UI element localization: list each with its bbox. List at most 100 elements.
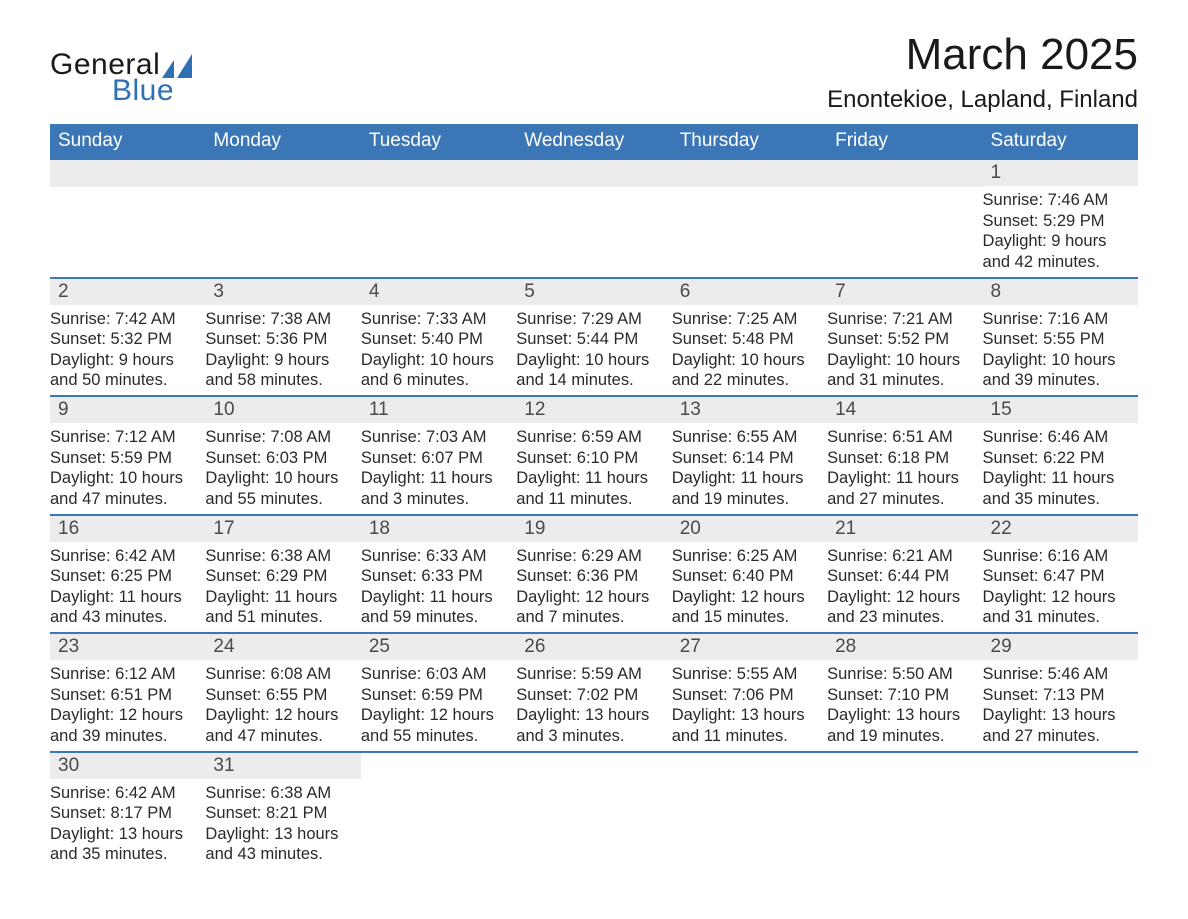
- title-block: March 2025 Enontekioe, Lapland, Finland: [827, 30, 1138, 114]
- day-sunset: Sunset: 6:40 PM: [672, 566, 827, 587]
- day-body: Sunrise: 6:38 AMSunset: 8:21 PMDaylight:…: [205, 779, 360, 870]
- day-d2: and 11 minutes.: [516, 489, 671, 510]
- day-cell: [827, 160, 982, 277]
- day-sunrise: Sunrise: 7:46 AM: [983, 190, 1138, 211]
- day-d2: and 55 minutes.: [361, 726, 516, 747]
- day-number: 21: [827, 516, 982, 542]
- day-sunset: Sunset: 7:13 PM: [983, 685, 1138, 706]
- day-cell: 10Sunrise: 7:08 AMSunset: 6:03 PMDayligh…: [205, 397, 360, 514]
- week-row: 23Sunrise: 6:12 AMSunset: 6:51 PMDayligh…: [50, 632, 1138, 751]
- day-sunrise: Sunrise: 7:08 AM: [205, 427, 360, 448]
- day-cell: 5Sunrise: 7:29 AMSunset: 5:44 PMDaylight…: [516, 279, 671, 396]
- day-number: 17: [205, 516, 360, 542]
- day-sunset: Sunset: 5:55 PM: [983, 329, 1138, 350]
- day-cell: [516, 753, 671, 870]
- day-cell: [361, 160, 516, 277]
- day-number: 11: [361, 397, 516, 423]
- day-sunset: Sunset: 7:10 PM: [827, 685, 982, 706]
- day-sunset: Sunset: 6:14 PM: [672, 448, 827, 469]
- week-row: 16Sunrise: 6:42 AMSunset: 6:25 PMDayligh…: [50, 514, 1138, 633]
- day-cell: 30Sunrise: 6:42 AMSunset: 8:17 PMDayligh…: [50, 753, 205, 870]
- day-empty-header: [672, 160, 827, 187]
- day-sunset: Sunset: 6:36 PM: [516, 566, 671, 587]
- day-sunset: Sunset: 7:06 PM: [672, 685, 827, 706]
- calendar: Sunday Monday Tuesday Wednesday Thursday…: [50, 124, 1138, 869]
- day-body: Sunrise: 6:21 AMSunset: 6:44 PMDaylight:…: [827, 542, 982, 633]
- day-sunset: Sunset: 6:10 PM: [516, 448, 671, 469]
- day-body: Sunrise: 6:16 AMSunset: 6:47 PMDaylight:…: [983, 542, 1138, 633]
- day-body: Sunrise: 7:12 AMSunset: 5:59 PMDaylight:…: [50, 423, 205, 514]
- day-number: 18: [361, 516, 516, 542]
- day-body: Sunrise: 6:38 AMSunset: 6:29 PMDaylight:…: [205, 542, 360, 633]
- day-cell: [516, 160, 671, 277]
- day-sunrise: Sunrise: 6:51 AM: [827, 427, 982, 448]
- day-sunrise: Sunrise: 6:42 AM: [50, 783, 205, 804]
- day-cell: 21Sunrise: 6:21 AMSunset: 6:44 PMDayligh…: [827, 516, 982, 633]
- day-number: 14: [827, 397, 982, 423]
- day-sunset: Sunset: 8:17 PM: [50, 803, 205, 824]
- day-number: 25: [361, 634, 516, 660]
- day-sunset: Sunset: 5:40 PM: [361, 329, 516, 350]
- day-body: Sunrise: 6:03 AMSunset: 6:59 PMDaylight:…: [361, 660, 516, 751]
- day-cell: 22Sunrise: 6:16 AMSunset: 6:47 PMDayligh…: [983, 516, 1138, 633]
- day-d2: and 39 minutes.: [50, 726, 205, 747]
- day-d1: Daylight: 11 hours: [983, 468, 1138, 489]
- day-number: 10: [205, 397, 360, 423]
- day-d1: Daylight: 13 hours: [50, 824, 205, 845]
- day-body: Sunrise: 7:42 AMSunset: 5:32 PMDaylight:…: [50, 305, 205, 396]
- day-sunset: Sunset: 5:52 PM: [827, 329, 982, 350]
- day-cell: 31Sunrise: 6:38 AMSunset: 8:21 PMDayligh…: [205, 753, 360, 870]
- day-cell: 29Sunrise: 5:46 AMSunset: 7:13 PMDayligh…: [983, 634, 1138, 751]
- day-d1: Daylight: 12 hours: [672, 587, 827, 608]
- day-d2: and 47 minutes.: [50, 489, 205, 510]
- day-number: 27: [672, 634, 827, 660]
- day-body: Sunrise: 6:33 AMSunset: 6:33 PMDaylight:…: [361, 542, 516, 633]
- day-cell: 8Sunrise: 7:16 AMSunset: 5:55 PMDaylight…: [983, 279, 1138, 396]
- day-body: Sunrise: 5:59 AMSunset: 7:02 PMDaylight:…: [516, 660, 671, 751]
- day-cell: [827, 753, 982, 870]
- day-body: Sunrise: 7:29 AMSunset: 5:44 PMDaylight:…: [516, 305, 671, 396]
- day-header-friday: Friday: [827, 124, 982, 158]
- day-number: 4: [361, 279, 516, 305]
- day-number: 24: [205, 634, 360, 660]
- header: General Blue March 2025 Enontekioe, Lapl…: [50, 30, 1138, 114]
- day-d2: and 42 minutes.: [983, 252, 1138, 273]
- day-sunset: Sunset: 5:44 PM: [516, 329, 671, 350]
- day-sunset: Sunset: 5:36 PM: [205, 329, 360, 350]
- day-cell: [983, 753, 1138, 870]
- day-d2: and 27 minutes.: [983, 726, 1138, 747]
- day-sunrise: Sunrise: 6:21 AM: [827, 546, 982, 567]
- day-sunset: Sunset: 6:33 PM: [361, 566, 516, 587]
- day-body: Sunrise: 7:03 AMSunset: 6:07 PMDaylight:…: [361, 423, 516, 514]
- day-number: 13: [672, 397, 827, 423]
- day-number: 7: [827, 279, 982, 305]
- day-empty-header: [827, 160, 982, 187]
- day-sunset: Sunset: 5:59 PM: [50, 448, 205, 469]
- day-d2: and 27 minutes.: [827, 489, 982, 510]
- day-body: Sunrise: 6:42 AMSunset: 8:17 PMDaylight:…: [50, 779, 205, 870]
- day-sunrise: Sunrise: 5:50 AM: [827, 664, 982, 685]
- day-d2: and 6 minutes.: [361, 370, 516, 391]
- day-body: Sunrise: 7:38 AMSunset: 5:36 PMDaylight:…: [205, 305, 360, 396]
- day-d1: Daylight: 11 hours: [672, 468, 827, 489]
- day-sunrise: Sunrise: 7:12 AM: [50, 427, 205, 448]
- day-number: 22: [983, 516, 1138, 542]
- day-d2: and 43 minutes.: [205, 844, 360, 865]
- day-cell: 23Sunrise: 6:12 AMSunset: 6:51 PMDayligh…: [50, 634, 205, 751]
- day-d1: Daylight: 13 hours: [205, 824, 360, 845]
- day-number: 5: [516, 279, 671, 305]
- day-body: Sunrise: 7:08 AMSunset: 6:03 PMDaylight:…: [205, 423, 360, 514]
- day-number: 2: [50, 279, 205, 305]
- day-number: 12: [516, 397, 671, 423]
- day-sunset: Sunset: 6:44 PM: [827, 566, 982, 587]
- logo: General Blue: [50, 48, 192, 108]
- month-title: March 2025: [827, 30, 1138, 80]
- day-d2: and 11 minutes.: [672, 726, 827, 747]
- day-sunset: Sunset: 6:18 PM: [827, 448, 982, 469]
- day-number: 3: [205, 279, 360, 305]
- day-body: Sunrise: 6:55 AMSunset: 6:14 PMDaylight:…: [672, 423, 827, 514]
- day-header-sunday: Sunday: [50, 124, 205, 158]
- day-d1: Daylight: 10 hours: [205, 468, 360, 489]
- day-sunrise: Sunrise: 7:21 AM: [827, 309, 982, 330]
- day-header-tuesday: Tuesday: [361, 124, 516, 158]
